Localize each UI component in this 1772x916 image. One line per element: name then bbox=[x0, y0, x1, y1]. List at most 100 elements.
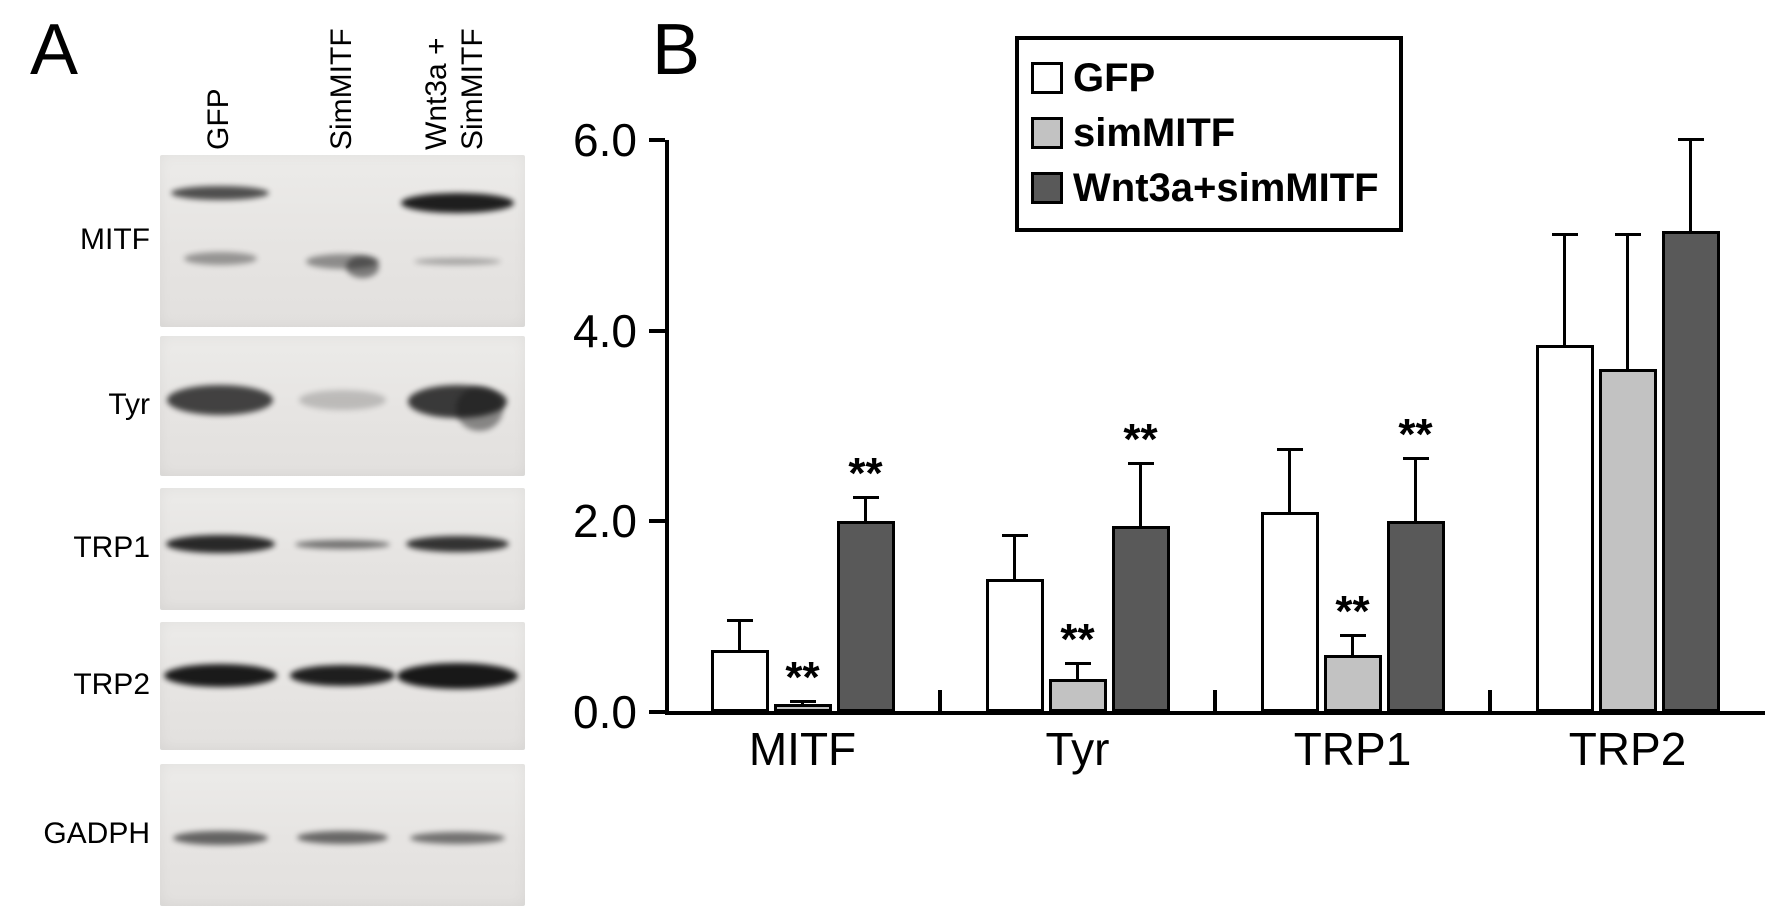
significance-marker: ** bbox=[1398, 410, 1433, 460]
blot-band bbox=[167, 385, 274, 416]
blot-row-label-trp2: TRP2 bbox=[73, 668, 150, 701]
panel-a-label: A bbox=[30, 10, 79, 90]
x-axis-separator-tick bbox=[1488, 690, 1492, 712]
legend-swatch bbox=[1031, 117, 1063, 149]
x-axis-separator-tick bbox=[1213, 690, 1217, 712]
error-bar-cap bbox=[1402, 457, 1429, 461]
bar-trp1-simmitf bbox=[1323, 654, 1382, 712]
blot-strip-gadph bbox=[160, 764, 525, 906]
significance-marker: ** bbox=[785, 652, 820, 702]
error-bar-cap bbox=[1339, 633, 1366, 637]
bar-tyr-wnt3a+simmitf bbox=[1111, 526, 1170, 712]
legend-entry-simmitf: simMITF bbox=[1031, 108, 1379, 158]
blot-band bbox=[289, 665, 396, 687]
x-axis-line bbox=[665, 711, 1765, 715]
blot-band bbox=[408, 385, 507, 419]
blot-band bbox=[406, 536, 509, 553]
y-axis-tick-label: 0.0 bbox=[573, 686, 637, 738]
error-bar-cap bbox=[1551, 233, 1578, 237]
bar-tyr-simmitf bbox=[1048, 678, 1107, 712]
error-bar-cap bbox=[1614, 233, 1641, 237]
bar-trp2-gfp bbox=[1535, 345, 1594, 712]
y-axis-tick-label: 4.0 bbox=[573, 304, 637, 357]
blot-band bbox=[413, 258, 502, 266]
chart-legend: GFP simMITF Wnt3a+simMITF bbox=[1015, 36, 1403, 232]
legend-swatch bbox=[1031, 172, 1063, 204]
error-bar-cap bbox=[1001, 533, 1028, 537]
significance-marker: ** bbox=[1335, 586, 1370, 636]
blot-row-label-gadph: GADPH bbox=[43, 817, 150, 850]
legend-label: GFP bbox=[1073, 56, 1156, 100]
blot-band bbox=[397, 662, 518, 689]
x-category-label-mitf: MITF bbox=[748, 723, 857, 775]
blot-band bbox=[400, 193, 515, 214]
significance-marker: ** bbox=[848, 448, 883, 498]
error-bar-cap bbox=[1064, 662, 1091, 666]
error-bar-line bbox=[738, 621, 741, 650]
blot-band bbox=[296, 831, 389, 845]
error-bar-line bbox=[1139, 464, 1142, 527]
y-axis-line bbox=[665, 140, 669, 715]
error-bar-line bbox=[864, 497, 867, 522]
error-bar-line bbox=[1689, 140, 1692, 231]
bar-trp1-wnt3a+simmitf bbox=[1386, 521, 1445, 712]
error-bar-cap bbox=[1127, 462, 1154, 466]
blot-strip-trp2 bbox=[160, 622, 525, 750]
bar-trp1-gfp bbox=[1260, 511, 1319, 712]
x-category-label-trp1: TRP1 bbox=[1293, 723, 1412, 775]
legend-swatch bbox=[1031, 62, 1063, 94]
error-bar-line bbox=[1351, 635, 1354, 655]
bar-mitf-gfp bbox=[710, 650, 769, 712]
blot-band bbox=[163, 664, 277, 688]
x-category-label-tyr: Tyr bbox=[1045, 723, 1110, 775]
error-bar-line bbox=[1626, 235, 1629, 369]
x-axis-separator-tick bbox=[938, 690, 942, 712]
blot-band bbox=[172, 830, 268, 845]
blot-band bbox=[295, 539, 390, 549]
y-axis-tick bbox=[649, 519, 665, 524]
error-bar-cap bbox=[1677, 138, 1704, 141]
blot-lane-label: SimMITF bbox=[325, 28, 358, 150]
error-bar-cap bbox=[1276, 447, 1303, 451]
blot-band bbox=[165, 535, 275, 554]
error-bar-line bbox=[1288, 449, 1291, 512]
blot-band bbox=[455, 386, 504, 431]
legend-entry-wnt3a+simmitf: Wnt3a+simMITF bbox=[1031, 163, 1379, 213]
blot-strip-mitf bbox=[160, 155, 525, 327]
legend-label: Wnt3a+simMITF bbox=[1073, 166, 1379, 210]
blot-strip-trp1 bbox=[160, 488, 525, 610]
error-bar-line bbox=[1076, 664, 1079, 679]
blot-lane-label: Wnt3a + SimMITF bbox=[420, 28, 489, 150]
y-axis-tick bbox=[649, 328, 665, 333]
blot-strip-tyr bbox=[160, 336, 525, 476]
blot-row-label-tyr: Tyr bbox=[108, 388, 150, 421]
blot-row-label-mitf: MITF bbox=[80, 223, 150, 256]
blot-band bbox=[346, 255, 380, 278]
blot-band bbox=[298, 390, 387, 411]
bar-trp2-wnt3a+simmitf bbox=[1661, 230, 1720, 712]
y-axis-tick-label: 2.0 bbox=[573, 495, 637, 548]
y-axis-tick bbox=[649, 710, 665, 714]
blot-band bbox=[183, 251, 257, 265]
blot-lane-label: GFP bbox=[202, 88, 235, 150]
bar-trp2-simmitf bbox=[1598, 368, 1657, 712]
y-axis-tick bbox=[649, 138, 665, 142]
bar-mitf-wnt3a+simmitf bbox=[836, 521, 895, 712]
error-bar-line bbox=[1013, 535, 1016, 579]
bar-mitf-simmitf bbox=[773, 704, 832, 712]
legend-entry-gfp: GFP bbox=[1031, 53, 1379, 103]
y-axis-tick-label: 6.0 bbox=[573, 114, 637, 166]
error-bar-line bbox=[1414, 459, 1417, 522]
significance-marker: ** bbox=[1123, 415, 1158, 465]
bar-chart: 0.0 2.0 4.0 6.0 MITF ** ** Tyr ** ** TRP1 ** ** TRP2 bbox=[573, 117, 1765, 772]
significance-marker: ** bbox=[1060, 615, 1095, 665]
error-bar-cap bbox=[789, 699, 816, 703]
error-bar-line bbox=[801, 701, 804, 705]
error-bar-cap bbox=[726, 619, 753, 623]
panel-b-label: B bbox=[652, 10, 701, 90]
blot-row-label-trp1: TRP1 bbox=[73, 531, 150, 564]
legend-label: simMITF bbox=[1073, 111, 1236, 155]
bar-tyr-gfp bbox=[985, 578, 1044, 712]
